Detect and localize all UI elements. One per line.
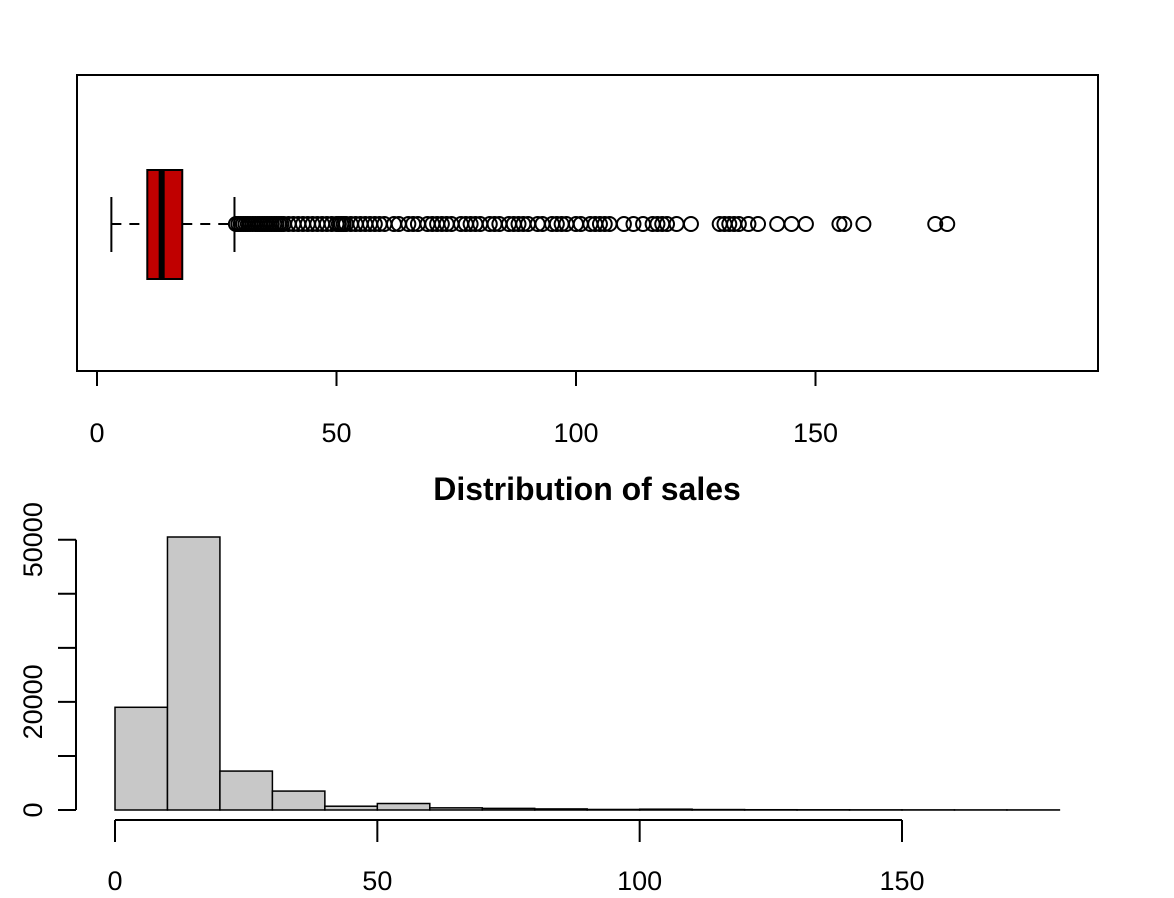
histogram-bar [114,706,169,811]
histogram-bar [533,808,588,811]
histogram-bar [429,807,484,811]
histogram-x-tick-label: 100 [617,866,662,896]
boxplot-outlier-point [649,216,666,232]
histogram-bar [219,770,274,811]
boxplot-outlier-point [366,216,383,232]
boxplot-outlier-point [750,216,767,232]
boxplot-outlier-point [433,216,450,232]
boxplot-x-tick-label: 0 [89,418,104,448]
boxplot-outlier-point [548,216,565,232]
boxplot-outlier-point [481,216,498,232]
boxplot-outlier-point [615,216,632,232]
boxplot-box [146,169,184,280]
boxplot-outlier-point [625,216,642,232]
histogram-y-tick-label: 0 [18,802,48,817]
histogram-bar [586,808,641,811]
boxplot-x-axis: 0 50 100 150 [89,370,838,448]
boxplot-outlier-point [831,216,848,232]
boxplot-outlier-point [855,216,872,232]
histogram-bar [481,807,536,811]
histogram-x-tick-label: 150 [879,866,924,896]
boxplot-outlier-point [682,216,699,232]
histogram-y-tick-label: 20000 [18,664,48,739]
histogram-panel: Distribution of sales 0 50 100 150 0 20000 50… [18,471,1061,896]
boxplot-outlier-point [721,216,738,232]
boxplot-outlier-point [797,216,814,232]
histogram-bar [271,790,326,811]
histogram-y-tick-label: 50000 [18,502,48,577]
boxplot-outlier-point [400,216,417,232]
boxplot-outlier-point [836,216,853,232]
histogram-y-axis: 0 20000 50000 [18,502,77,818]
boxplot-outlier-point [769,216,786,232]
histogram-bar [166,536,221,811]
histogram-title: Distribution of sales [433,471,741,507]
boxplot-outlier-point [659,216,676,232]
boxplot-panel: 0 50 100 150 [76,74,1099,448]
boxplot-outlier-point [939,216,956,232]
histogram-bars [114,536,1061,811]
boxplot-outlier-point [462,216,479,232]
boxplot-outlier-point [783,216,800,232]
histogram-x-axis: 0 50 100 150 [107,819,925,896]
histogram-bar [376,802,431,811]
histogram-x-tick-label: 50 [362,866,392,896]
boxplot-outlier-point [740,216,757,232]
boxplot-x-tick-label: 50 [321,418,351,448]
boxplot-x-tick-label: 150 [793,418,838,448]
histogram-x-tick-label: 0 [107,866,122,896]
histogram-bar [324,805,379,811]
boxplot-outlier-point [510,216,527,232]
boxplot-outlier-point [596,216,613,232]
histogram-bar [638,808,693,811]
boxplot-outlier-point [668,216,685,232]
boxplot-x-tick-label: 100 [553,418,598,448]
boxplot-outlier-point [591,216,608,232]
boxplot-outliers [227,216,956,232]
boxplot-outlier-point [927,216,944,232]
boxplot-outlier-point [730,216,747,232]
